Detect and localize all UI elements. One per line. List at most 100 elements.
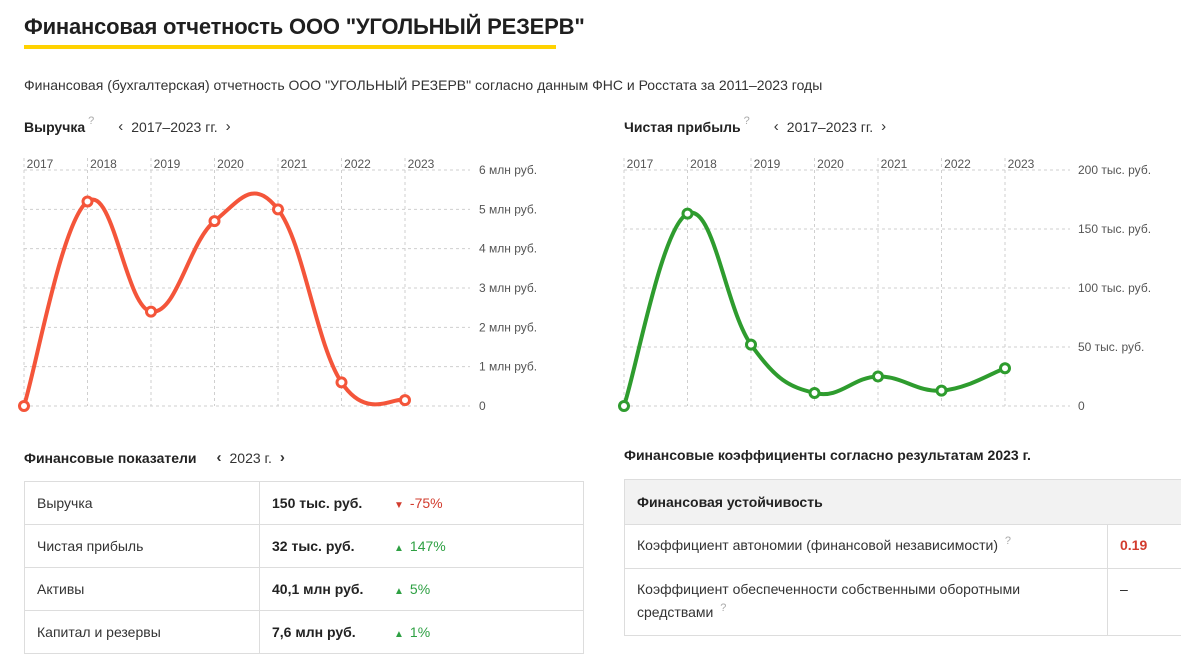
coefficient-row: Коэффициент автономии (финансовой незави…: [624, 525, 1181, 569]
help-icon[interactable]: ?: [720, 602, 727, 614]
coefficient-row: Коэффициент обеспеченности собственными …: [624, 569, 1181, 636]
y-tick-label: 1 млн руб.: [479, 360, 537, 374]
x-tick-label: 2018: [90, 157, 117, 171]
y-tick-label: 100 тыс. руб.: [1078, 281, 1151, 295]
arrow-up-icon: ▲: [394, 543, 404, 554]
indicators-header: Финансовые показатели ‹ 2023 г. ›: [24, 449, 289, 466]
x-tick-label: 2021: [281, 157, 308, 171]
arrow-down-icon: ▼: [394, 500, 404, 511]
arrow-up-icon: ▲: [394, 629, 404, 640]
chevron-right-icon[interactable]: ›: [225, 118, 231, 135]
data-point: [399, 394, 411, 407]
indicator-value: 7,6 млн руб.: [259, 610, 394, 654]
coefficient-label: Коэффициент автономии (финансовой незави…: [637, 537, 998, 553]
y-tick-label: 6 млн руб.: [479, 163, 537, 177]
chevron-left-icon[interactable]: ‹: [118, 118, 124, 135]
x-tick-label: 2021: [881, 157, 908, 171]
indicator-change: ▼ -75%: [394, 481, 584, 525]
chevron-right-icon[interactable]: ›: [279, 449, 285, 466]
data-point: [81, 195, 94, 208]
indicator-change-value: 1%: [409, 624, 431, 640]
data-point: [872, 370, 884, 383]
indicators-table: Выручка 150 тыс. руб. ▼ -75% Чистая прибыль 3…: [24, 481, 584, 654]
indicators-period: 2023 г.: [229, 449, 272, 466]
page-subtitle: Финансовая (бухгалтерская) отчетность ОО…: [24, 77, 823, 93]
indicator-change: ▲ 5%: [394, 567, 584, 611]
data-point: [335, 376, 348, 389]
table-row: Активы 40,1 млн руб. ▲ 5%: [24, 567, 584, 611]
coefficients-section-header: Финансовая устойчивость: [624, 479, 1181, 525]
y-tick-label: 0: [1078, 399, 1085, 413]
indicator-value: 40,1 млн руб.: [259, 567, 394, 611]
table-row: Чистая прибыль 32 тыс. руб. ▲ 147%: [24, 524, 584, 568]
indicator-value: 32 тыс. руб.: [259, 524, 394, 568]
data-point: [208, 215, 221, 228]
coefficient-label-cell: Коэффициент автономии (финансовой незави…: [625, 525, 1108, 568]
series-line: [22, 191, 407, 408]
coefficients-table: Финансовая устойчивость Коэффициент авто…: [624, 479, 1181, 636]
data-point: [935, 384, 948, 397]
x-tick-label: 2019: [754, 157, 781, 171]
profit-chart-header: Чистая прибыль ? ‹ 2017–2023 гг. ›: [624, 114, 890, 136]
arrow-up-icon: ▲: [394, 586, 404, 597]
y-tick-label: 50 тыс. руб.: [1078, 340, 1144, 354]
x-tick-label: 2017: [627, 157, 654, 171]
x-tick-label: 2020: [817, 157, 844, 171]
revenue-chart-title: Выручка: [24, 118, 86, 135]
data-point: [18, 400, 30, 412]
indicator-label: Чистая прибыль: [24, 524, 260, 568]
x-tick-label: 2020: [217, 157, 244, 171]
x-tick-label: 2017: [27, 157, 54, 171]
x-tick-label: 2022: [944, 157, 971, 171]
revenue-chart-header: Выручка ? ‹ 2017–2023 гг. ›: [24, 114, 235, 136]
x-tick-label: 2018: [690, 157, 717, 171]
title-underline: [24, 45, 556, 49]
data-point: [999, 362, 1011, 375]
help-icon[interactable]: ?: [1004, 535, 1012, 547]
profit-chart: 0 50 тыс. руб. 100 тыс. руб. 150 тыс. руб. 2…: [618, 157, 1151, 413]
help-icon[interactable]: ?: [743, 114, 750, 127]
indicator-label: Активы: [24, 567, 260, 611]
table-row: Выручка 150 тыс. руб. ▼ -75%: [24, 481, 584, 525]
x-tick-label: 2019: [154, 157, 181, 171]
coefficient-value: 0.19: [1120, 537, 1148, 553]
coefficients-title: Финансовые коэффициенты согласно результ…: [624, 447, 1031, 463]
indicator-label: Выручка: [24, 481, 260, 525]
page-title: Финансовая отчетность ООО "УГОЛЬНЫЙ РЕЗЕ…: [24, 14, 585, 39]
data-point: [745, 338, 757, 351]
chevron-left-icon[interactable]: ‹: [216, 449, 222, 466]
indicator-change: ▲ 1%: [394, 610, 584, 654]
data-point: [145, 305, 157, 318]
indicator-value: 150 тыс. руб.: [259, 481, 394, 525]
y-tick-label: 5 млн руб.: [479, 202, 537, 216]
series-line: [622, 210, 1007, 408]
indicator-change-value: 5%: [409, 581, 431, 597]
table-row: Капитал и резервы 7,6 млн руб. ▲ 1%: [24, 610, 584, 654]
chevron-left-icon[interactable]: ‹: [773, 118, 779, 135]
data-point: [808, 387, 821, 400]
indicator-change-value: -75%: [409, 495, 443, 511]
indicator-change: ▲ 147%: [394, 524, 584, 568]
y-tick-label: 200 тыс. руб.: [1078, 163, 1151, 177]
y-tick-label: 2 млн руб.: [479, 320, 537, 334]
y-tick-label: 3 млн руб.: [479, 281, 537, 295]
indicator-label: Капитал и резервы: [24, 610, 260, 654]
coefficient-value: –: [1120, 581, 1128, 597]
revenue-period: 2017–2023 гг.: [131, 118, 218, 135]
data-point: [681, 207, 694, 220]
revenue-chart: 0 1 млн руб. 2 млн руб. 3 млн руб. 4 млн руб…: [18, 157, 537, 413]
x-tick-label: 2023: [408, 157, 435, 171]
y-tick-label: 0: [479, 399, 486, 413]
profit-period: 2017–2023 гг.: [786, 118, 874, 135]
help-icon[interactable]: ?: [88, 114, 95, 127]
chevron-right-icon[interactable]: ›: [881, 118, 887, 135]
data-point: [618, 400, 630, 412]
profit-chart-title: Чистая прибыль: [624, 118, 741, 135]
data-point: [272, 203, 284, 216]
coefficient-label: Коэффициент обеспеченности собственными …: [637, 581, 1021, 620]
indicators-title: Финансовые показатели: [24, 449, 197, 466]
coefficient-label-cell: Коэффициент обеспеченности собственными …: [625, 569, 1108, 635]
y-tick-label: 4 млн руб.: [479, 242, 537, 256]
x-tick-label: 2023: [1008, 157, 1035, 171]
y-tick-label: 150 тыс. руб.: [1078, 222, 1151, 236]
